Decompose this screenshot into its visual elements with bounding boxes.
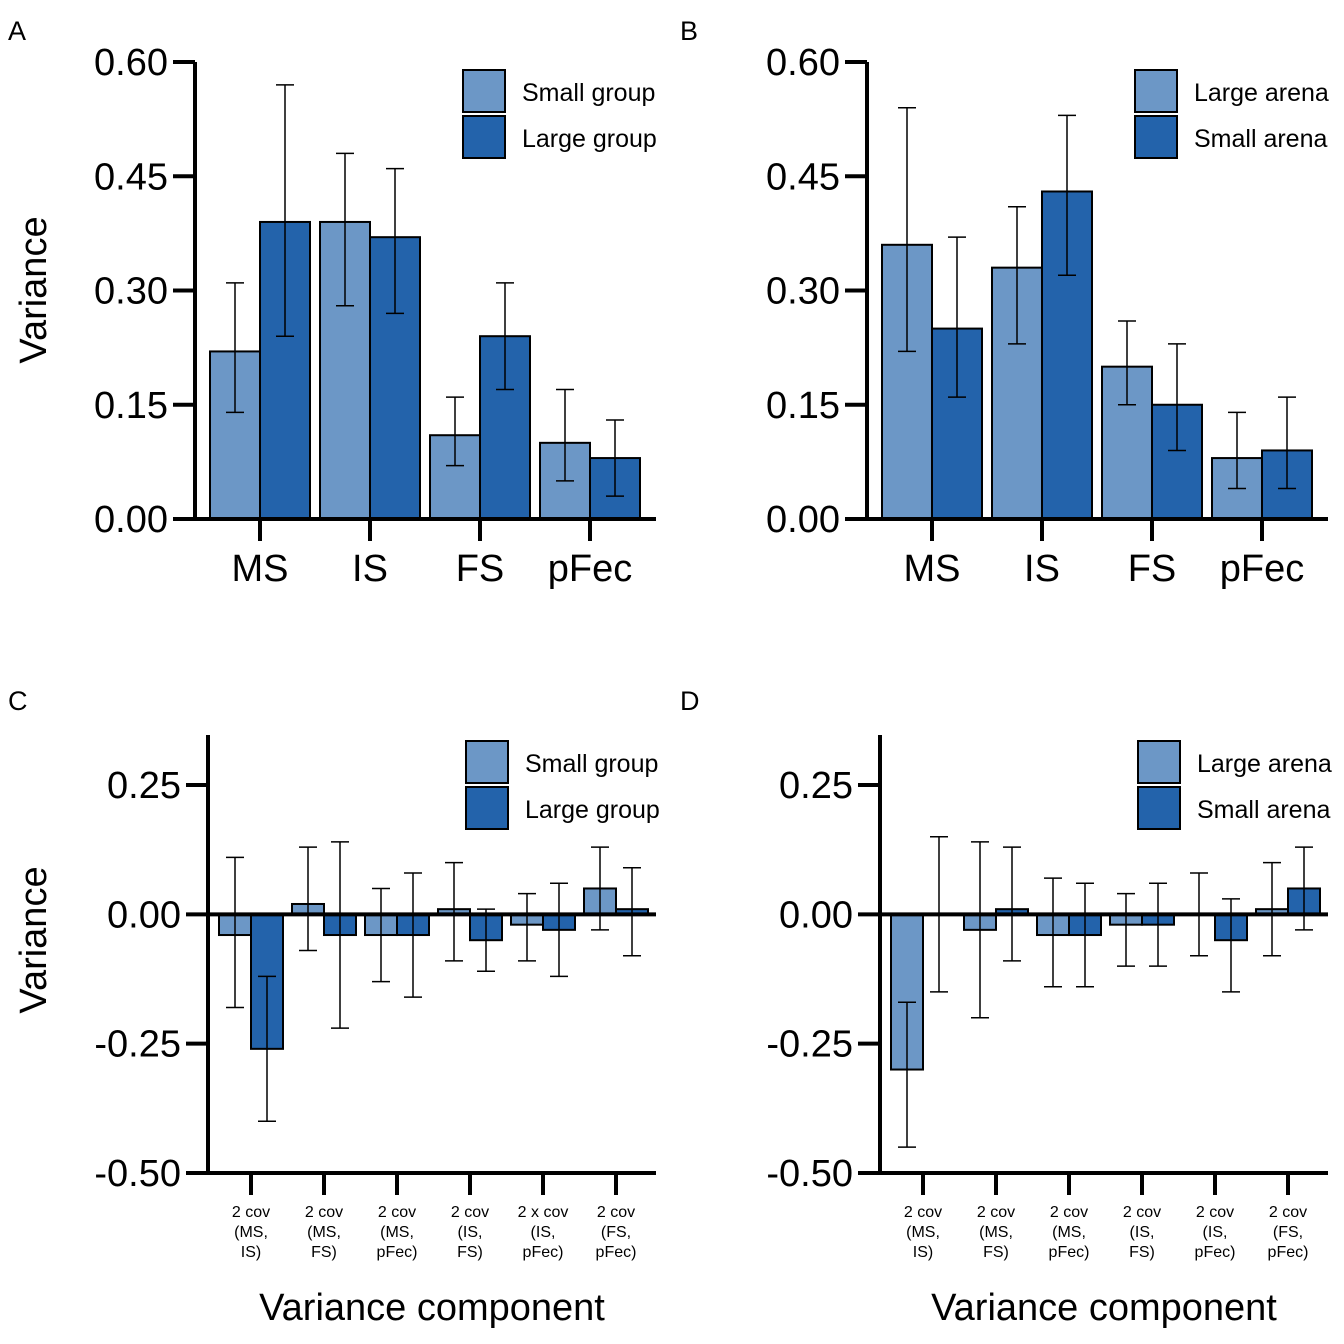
legend-label: Large arena bbox=[1194, 79, 1329, 107]
legend-swatch bbox=[1134, 69, 1178, 113]
legend-label: Small arena bbox=[1194, 125, 1327, 153]
x-tick-label: FS bbox=[456, 548, 505, 590]
x-tick-label: 2 cov bbox=[1123, 1204, 1161, 1221]
x-tick-label: (MS, bbox=[979, 1224, 1013, 1241]
x-axis-title: Variance component bbox=[931, 1287, 1277, 1329]
x-tick-label: 2 x cov bbox=[518, 1204, 569, 1221]
y-tick-label: 0.60 bbox=[766, 42, 840, 84]
legend-swatch bbox=[1137, 786, 1181, 830]
y-tick-label: 0.00 bbox=[766, 499, 840, 541]
x-tick-label: (MS, bbox=[234, 1224, 268, 1241]
y-tick-label: -0.25 bbox=[94, 1024, 181, 1066]
x-tick-label: pFec) bbox=[1049, 1244, 1090, 1261]
x-tick-label: (IS, bbox=[458, 1224, 483, 1241]
y-tick-label: 0.60 bbox=[94, 42, 168, 84]
x-tick-label: pFec) bbox=[377, 1244, 418, 1261]
x-tick-label: FS) bbox=[983, 1244, 1009, 1261]
x-tick-label: IS bbox=[1024, 548, 1060, 590]
y-tick-label: 0.30 bbox=[94, 271, 168, 313]
legend-label: Small arena bbox=[1197, 796, 1330, 824]
x-tick-label: 2 cov bbox=[904, 1204, 942, 1221]
x-tick-label: (MS, bbox=[380, 1224, 414, 1241]
y-tick-label: 0.45 bbox=[766, 156, 840, 198]
panel-letter: B bbox=[680, 16, 698, 46]
y-tick-label: 0.00 bbox=[94, 499, 168, 541]
y-tick-label: 0.25 bbox=[779, 765, 853, 807]
y-tick-label: -0.50 bbox=[766, 1153, 853, 1195]
x-tick-label: MS bbox=[904, 548, 961, 590]
x-tick-label: (MS, bbox=[906, 1224, 940, 1241]
legend-swatch bbox=[462, 115, 506, 159]
x-tick-label: (MS, bbox=[307, 1224, 341, 1241]
x-tick-label: IS bbox=[352, 548, 388, 590]
x-tick-label: pFec) bbox=[596, 1244, 637, 1261]
x-tick-label: FS) bbox=[1129, 1244, 1155, 1261]
x-tick-label: IS) bbox=[241, 1244, 261, 1261]
y-tick-label: -0.50 bbox=[94, 1153, 181, 1195]
x-tick-label: 2 cov bbox=[378, 1204, 416, 1221]
legend-swatch bbox=[1137, 740, 1181, 784]
x-tick-label: IS) bbox=[913, 1244, 933, 1261]
x-tick-label: 2 cov bbox=[232, 1204, 270, 1221]
x-tick-label: FS bbox=[1128, 548, 1177, 590]
legend-swatch bbox=[462, 69, 506, 113]
x-tick-label: 2 cov bbox=[977, 1204, 1015, 1221]
x-tick-label: 2 cov bbox=[1269, 1204, 1307, 1221]
x-tick-label: 2 cov bbox=[451, 1204, 489, 1221]
x-tick-label: (FS, bbox=[601, 1224, 631, 1241]
panel-a: A 0.00 0.15 0.30 0.45 0.60 Variance MS IS FS pFec S… bbox=[8, 16, 657, 590]
x-tick-label: (FS, bbox=[1273, 1224, 1303, 1241]
x-tick-label: 2 cov bbox=[597, 1204, 635, 1221]
legend-label: Small group bbox=[522, 79, 655, 107]
panel-d: D -0.50 -0.25 0.00 0.25 2 cov (MS, IS) 2 cov (MS,… bbox=[680, 686, 1332, 1329]
x-tick-label: 2 cov bbox=[305, 1204, 343, 1221]
y-tick-label: -0.25 bbox=[766, 1024, 853, 1066]
x-tick-label: pFec) bbox=[1195, 1244, 1236, 1261]
panel-b: B 0.00 0.15 0.30 0.45 0.60 MS IS FS pFec Large are… bbox=[680, 16, 1329, 590]
legend-swatch bbox=[465, 740, 509, 784]
x-tick-label: (IS, bbox=[531, 1224, 556, 1241]
y-axis-title: Variance bbox=[13, 216, 55, 363]
x-tick-label: pFec) bbox=[523, 1244, 564, 1261]
panel-letter: A bbox=[8, 16, 26, 46]
y-tick-label: 0.00 bbox=[779, 894, 853, 936]
x-tick-label: FS) bbox=[457, 1244, 483, 1261]
legend-swatch bbox=[465, 786, 509, 830]
y-tick-label: 0.15 bbox=[766, 385, 840, 427]
x-tick-label: 2 cov bbox=[1196, 1204, 1234, 1221]
x-tick-label: FS) bbox=[311, 1244, 337, 1261]
y-axis-title: Variance bbox=[13, 866, 55, 1013]
panel-c: C -0.50 -0.25 0.00 0.25 Variance 2 cov (MS, IS) 2… bbox=[8, 686, 660, 1329]
x-tick-label: 2 cov bbox=[1050, 1204, 1088, 1221]
x-axis-title: Variance component bbox=[259, 1287, 605, 1329]
panel-letter: C bbox=[8, 686, 28, 716]
y-tick-label: 0.00 bbox=[107, 894, 181, 936]
legend-label: Large arena bbox=[1197, 750, 1332, 778]
legend-label: Small group bbox=[525, 750, 658, 778]
x-tick-label: pFec bbox=[1220, 548, 1304, 590]
y-tick-label: 0.15 bbox=[94, 385, 168, 427]
legend-swatch bbox=[1134, 115, 1178, 159]
x-tick-label: (MS, bbox=[1052, 1224, 1086, 1241]
x-tick-label: (IS, bbox=[1203, 1224, 1228, 1241]
x-tick-label: MS bbox=[232, 548, 289, 590]
y-tick-label: 0.45 bbox=[94, 156, 168, 198]
x-tick-label: pFec bbox=[548, 548, 632, 590]
x-tick-label: (IS, bbox=[1130, 1224, 1155, 1241]
legend-label: Large group bbox=[525, 796, 660, 824]
x-tick-label: pFec) bbox=[1268, 1244, 1309, 1261]
panel-letter: D bbox=[680, 686, 700, 716]
y-tick-label: 0.25 bbox=[107, 765, 181, 807]
y-tick-label: 0.30 bbox=[766, 271, 840, 313]
legend-label: Large group bbox=[522, 125, 657, 153]
